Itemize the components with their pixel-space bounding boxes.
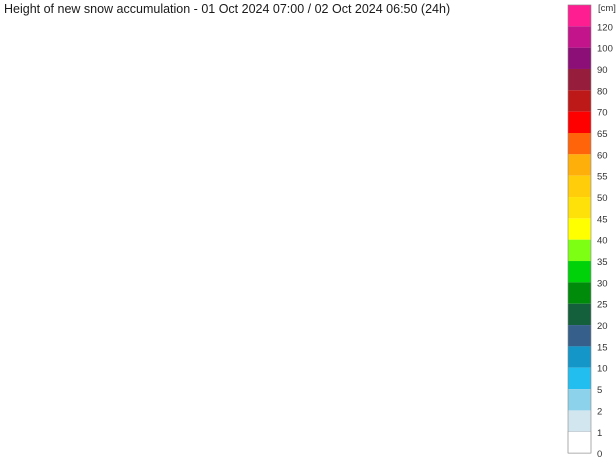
svg-text:1: 1	[597, 428, 602, 439]
svg-text:70: 70	[597, 108, 608, 119]
svg-text:2: 2	[597, 406, 602, 417]
svg-text:60: 60	[597, 150, 608, 161]
svg-text:[cm]: [cm]	[598, 3, 616, 14]
svg-text:0: 0	[597, 449, 602, 459]
svg-text:20: 20	[597, 321, 608, 332]
svg-text:25: 25	[597, 300, 608, 311]
svg-text:120: 120	[597, 22, 613, 33]
svg-text:40: 40	[597, 236, 608, 247]
svg-text:5: 5	[597, 385, 602, 396]
svg-text:30: 30	[597, 278, 608, 289]
svg-text:45: 45	[597, 214, 608, 225]
svg-text:55: 55	[597, 172, 608, 183]
svg-text:15: 15	[597, 342, 608, 353]
svg-text:90: 90	[597, 65, 608, 76]
svg-text:100: 100	[597, 44, 613, 55]
svg-text:80: 80	[597, 86, 608, 97]
svg-text:65: 65	[597, 129, 608, 140]
svg-text:10: 10	[597, 364, 608, 375]
svg-text:35: 35	[597, 257, 608, 268]
svg-text:50: 50	[597, 193, 608, 204]
